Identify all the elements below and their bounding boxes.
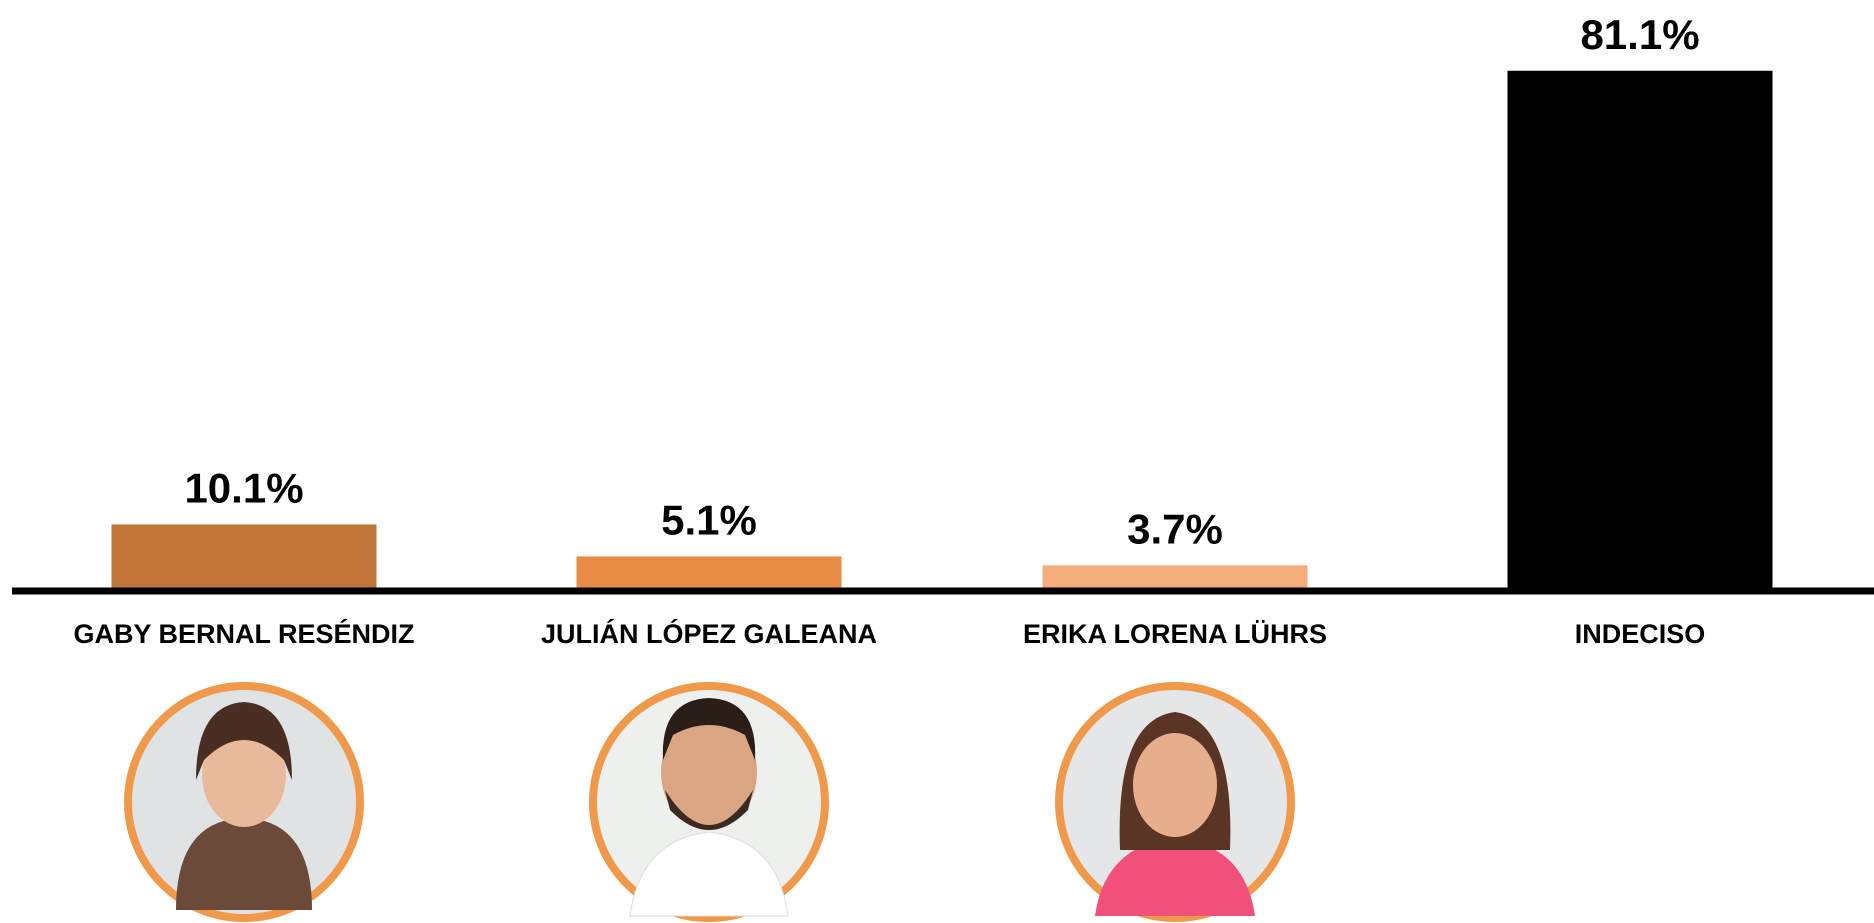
- category-label: JULIÁN LÓPEZ GALEANA: [541, 618, 877, 649]
- value-label: 3.7%: [1127, 505, 1223, 552]
- bar: [1508, 71, 1773, 589]
- bar: [112, 524, 377, 589]
- category-label: GABY BERNAL RESÉNDIZ: [73, 618, 414, 649]
- chart: 10.1% GABY BERNAL RESÉNDIZ 5.1% JULIÁN LÓPE…: [0, 0, 1874, 923]
- candidate-photos: [128, 686, 1291, 918]
- category-label: ERIKA LORENA LÜHRS: [1023, 619, 1327, 649]
- photo-gaby: [128, 686, 360, 918]
- value-label: 10.1%: [184, 464, 303, 511]
- category-label: INDECISO: [1575, 619, 1706, 649]
- value-label: 5.1%: [661, 496, 757, 543]
- photo-erika: [1059, 686, 1291, 918]
- bar: [1043, 565, 1308, 589]
- bar: [577, 556, 842, 589]
- value-label: 81.1%: [1580, 11, 1699, 58]
- photo-julian: [593, 686, 825, 918]
